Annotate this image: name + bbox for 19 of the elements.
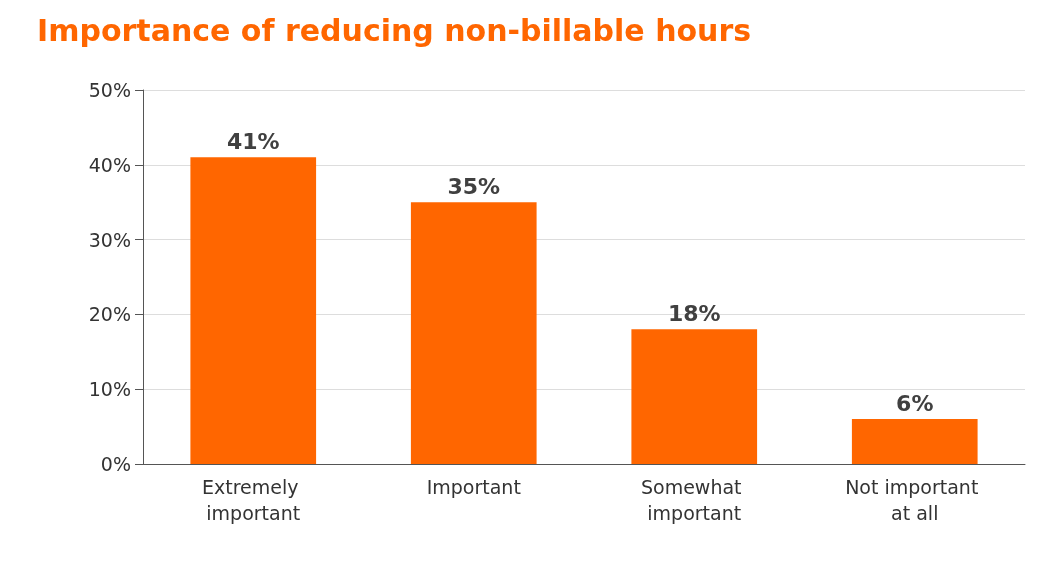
y-tick-label: 0%: [100, 453, 131, 475]
data-label: 6%: [896, 390, 934, 416]
x-tick-label: Not important at all: [845, 476, 985, 524]
y-tick-label: 50%: [88, 79, 131, 101]
bar: [190, 157, 317, 464]
data-label: 41%: [226, 128, 280, 154]
y-tick-label: 30%: [88, 228, 131, 251]
y-tick-label: 10%: [88, 378, 131, 401]
y-tick-label: 40%: [88, 153, 131, 176]
x-tick-label: Extremely important: [201, 476, 305, 524]
bar: [631, 329, 758, 464]
y-tick-label: 20%: [88, 303, 131, 326]
x-tick-label: Somewhat important: [640, 476, 748, 524]
bar: [851, 419, 978, 464]
chart-title: Importance of reducing non-billable hours: [37, 12, 752, 48]
data-label: 18%: [667, 300, 721, 326]
bar: [410, 202, 537, 464]
x-tick-label: Important: [426, 476, 521, 498]
data-label: 35%: [447, 173, 501, 199]
